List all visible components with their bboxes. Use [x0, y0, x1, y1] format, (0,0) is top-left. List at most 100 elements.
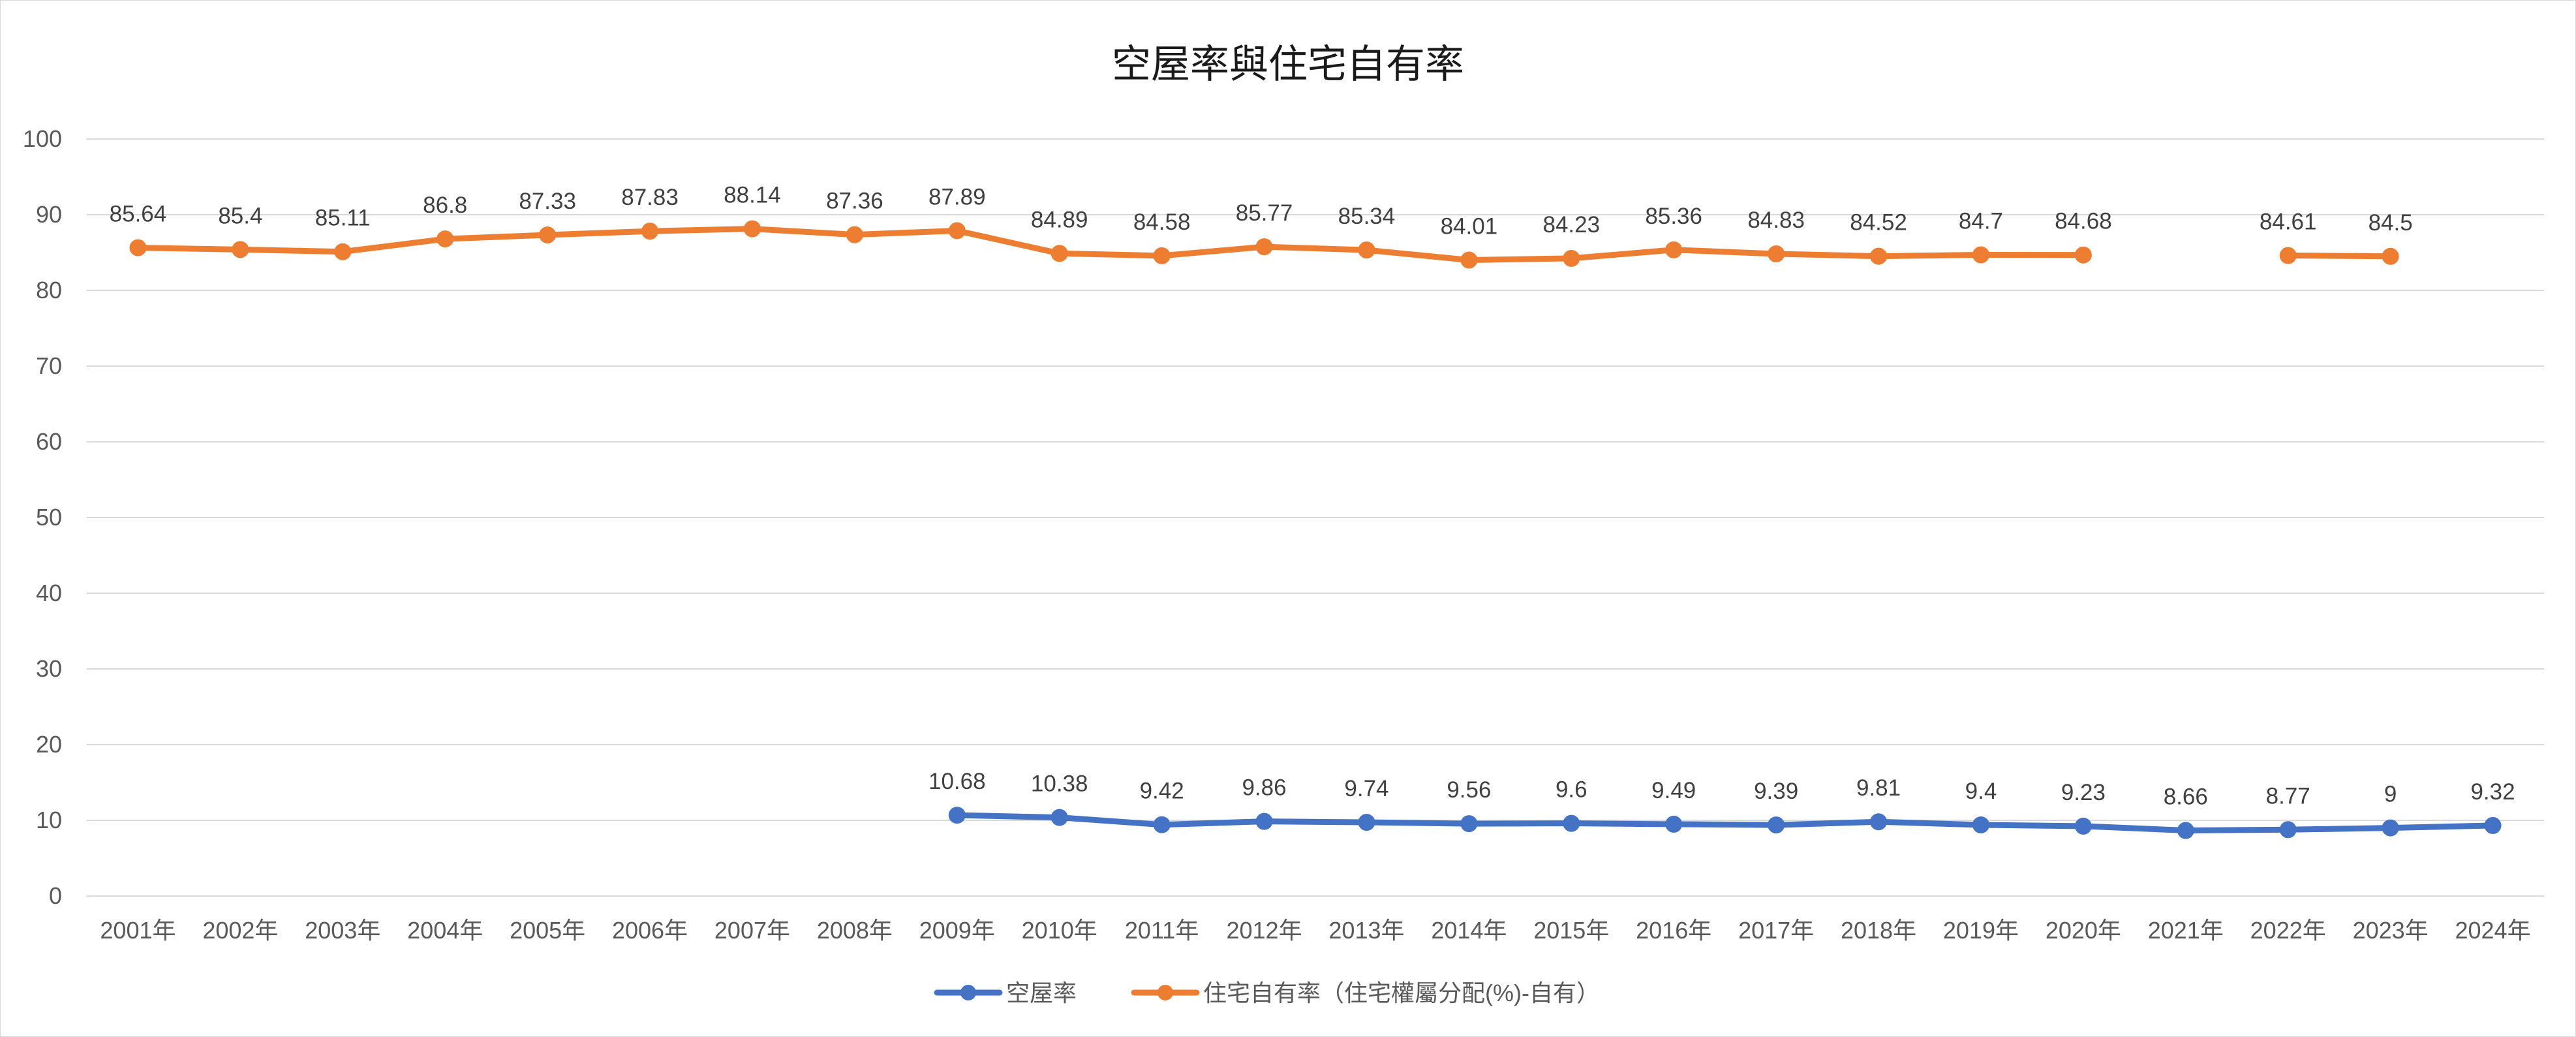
y-tick-label: 100: [23, 125, 62, 152]
data-point: [1255, 813, 1273, 830]
y-tick-label: 40: [36, 580, 62, 606]
x-tick-label: 2001年: [100, 917, 176, 944]
data-label: 85.64: [110, 202, 167, 227]
x-axis: 2001年 2002年 2003年 2004年 2005年 2006年 2007年 2008年…: [100, 917, 2530, 944]
data-point: [2279, 247, 2297, 264]
data-labels: 10.68 10.38 9.42 9.86 9.74 9.56 9.6 9.49 9.39 9.8…: [110, 183, 2515, 810]
series-1: [948, 807, 2502, 839]
data-point: [1255, 238, 1273, 256]
data-point: [1563, 814, 1580, 832]
gridlines: [87, 138, 2544, 897]
data-point: [948, 222, 966, 240]
x-tick-label: 2003年: [305, 917, 380, 944]
data-label: 87.36: [826, 189, 883, 214]
x-tick-label: 2004年: [407, 917, 483, 944]
x-tick-label: 2023年: [2353, 917, 2429, 944]
x-tick-label: 2013年: [1328, 917, 1404, 944]
x-tick-label: 2002年: [202, 917, 278, 944]
data-point: [334, 243, 352, 260]
data-point: [1050, 809, 1068, 826]
data-label: 10.38: [1031, 771, 1088, 797]
data-label: 84.23: [1542, 212, 1600, 238]
data-point: [1870, 813, 1888, 831]
data-point: [1460, 251, 1478, 269]
x-tick-label: 2018年: [1841, 917, 1916, 944]
data-label: 87.89: [928, 184, 986, 209]
y-tick-label: 20: [36, 731, 62, 758]
data-point: [2074, 817, 2092, 835]
data-point: [1768, 816, 1785, 834]
x-tick-label: 2011年: [1125, 917, 1199, 944]
data-point: [846, 226, 863, 243]
data-label: 84.01: [1441, 213, 1498, 239]
legend-label: 住宅自有率（住宅權屬分配(%)-自有）: [1203, 980, 1600, 1006]
data-point: [2382, 819, 2399, 837]
data-point: [232, 241, 249, 258]
x-tick-label: 2012年: [1226, 917, 1302, 944]
data-label: 84.68: [2055, 209, 2112, 234]
x-tick-label: 2009年: [919, 917, 995, 944]
y-tick-label: 50: [36, 504, 62, 531]
data-label: 9.86: [1242, 775, 1286, 801]
data-point: [539, 226, 557, 243]
x-tick-label: 2019年: [1943, 917, 2019, 944]
legend-item-1: 空屋率: [934, 980, 1077, 1006]
data-point: [2382, 247, 2399, 265]
data-label: 84.61: [2260, 209, 2317, 235]
data-label: 8.66: [2164, 784, 2208, 810]
data-point: [1460, 815, 1478, 833]
legend-item-2: 住宅自有率（住宅權屬分配(%)-自有）: [1131, 980, 1600, 1006]
x-tick-label: 2005年: [510, 917, 585, 944]
legend-label: 空屋率: [1006, 980, 1077, 1006]
data-point: [129, 239, 147, 256]
data-point: [1358, 241, 1375, 259]
data-point: [1050, 245, 1068, 262]
legend: 空屋率 住宅自有率（住宅權屬分配(%)-自有）: [934, 980, 1600, 1006]
data-point: [743, 220, 761, 238]
data-label: 9.49: [1651, 778, 1696, 803]
data-label: 87.33: [519, 189, 576, 214]
data-label: 9.81: [1856, 775, 1901, 801]
series-2: [129, 220, 2399, 269]
data-label: 85.34: [1338, 204, 1396, 229]
data-label: 9.32: [2470, 779, 2515, 805]
y-tick-label: 0: [49, 882, 62, 909]
data-point: [1972, 816, 1989, 833]
x-tick-label: 2024年: [2455, 917, 2530, 944]
data-point: [2177, 822, 2194, 839]
data-point: [641, 223, 659, 240]
legend-marker: [1158, 985, 1173, 1000]
y-tick-label: 80: [36, 277, 62, 303]
data-label: 85.11: [315, 206, 371, 231]
series-layer: [129, 220, 2502, 839]
data-label: 85.4: [218, 203, 262, 228]
data-point: [2484, 816, 2502, 834]
data-point: [1153, 816, 1171, 833]
data-label: 86.8: [423, 193, 467, 218]
x-tick-label: 2017年: [1738, 917, 1814, 944]
data-point: [1768, 245, 1785, 262]
chart-title: 空屋率與住宅自有率: [1112, 42, 1464, 87]
data-label: 9.23: [2061, 780, 2106, 805]
data-label: 10.68: [928, 769, 986, 794]
x-tick-label: 2016年: [1636, 917, 1711, 944]
data-point: [1563, 249, 1580, 267]
series-line: [954, 812, 2496, 833]
y-tick-label: 60: [36, 428, 62, 455]
data-label: 8.77: [2266, 783, 2310, 809]
y-axis: 0 10 20 30 40 50 60 70 80 90 100: [23, 125, 62, 909]
data-label: 9.39: [1754, 779, 1798, 804]
x-tick-label: 2008年: [817, 917, 893, 944]
series-line: [135, 226, 2087, 263]
data-point: [1153, 247, 1171, 264]
data-point: [1870, 247, 1888, 265]
x-tick-label: 2020年: [2046, 917, 2121, 944]
x-tick-label: 2014年: [1431, 917, 1507, 944]
data-label: 85.36: [1645, 204, 1702, 229]
x-tick-label: 2021年: [2148, 917, 2224, 944]
data-point: [1665, 241, 1683, 258]
data-label: 84.89: [1031, 207, 1088, 232]
data-point: [2074, 246, 2092, 264]
